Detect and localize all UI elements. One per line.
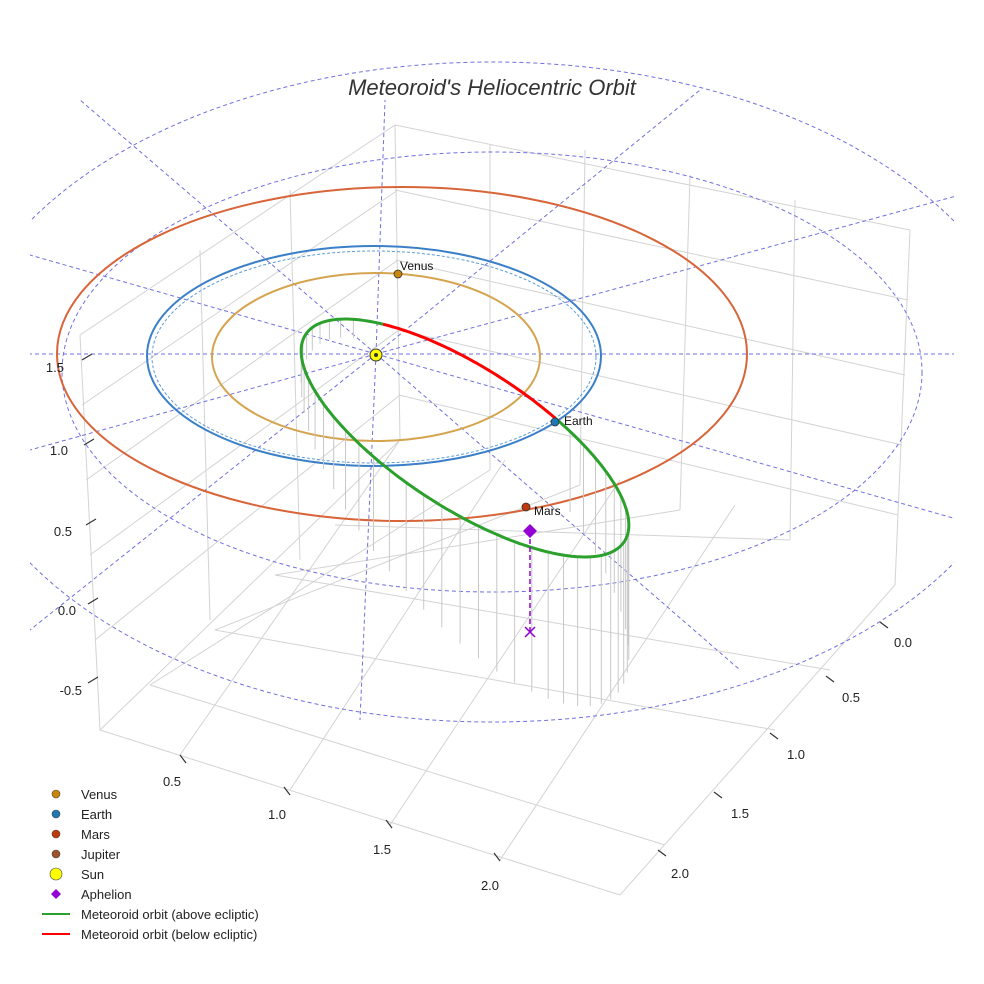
venus-orbit	[211, 272, 541, 442]
legend-label: Mars	[81, 827, 110, 842]
legend-marker	[51, 809, 61, 819]
z-axis-ticks: -0.5 0.0 0.5 1.0 1.5	[46, 360, 82, 698]
planets: Venus Earth Mars	[369, 259, 593, 518]
mars-marker	[521, 502, 531, 512]
mars-label: Mars	[534, 504, 561, 518]
legend-label: Jupiter	[81, 847, 121, 862]
venus-label: Venus	[400, 259, 433, 273]
y-tick-label: 0.5	[842, 690, 860, 705]
x-axis-ticks: 0.5 1.0 1.5 2.0	[163, 774, 499, 893]
axes-grid	[79, 124, 911, 896]
jupiter-orbit-ring-outer	[30, 61, 954, 723]
z-tick-label: 0.0	[58, 603, 76, 618]
meteoroid-orbit-above	[299, 317, 631, 559]
legend-item: Jupiter	[51, 847, 121, 862]
legend-label: Earth	[81, 807, 112, 822]
legend-marker	[51, 789, 61, 799]
legend-label: Sun	[81, 867, 104, 882]
legend-item: Earth	[51, 807, 112, 822]
x-tick-label: 1.0	[268, 807, 286, 822]
aphelion-group	[523, 524, 537, 638]
chart-title: Meteoroid's Heliocentric Orbit	[348, 75, 637, 100]
legend-item: Sun	[49, 867, 104, 882]
drop-lines	[300, 319, 630, 707]
tick-marks	[81, 353, 889, 862]
y-tick-label: 1.0	[787, 747, 805, 762]
legend-marker	[51, 849, 61, 859]
aphelion-marker	[523, 524, 537, 538]
earth-label: Earth	[564, 414, 593, 428]
jupiter-orbit-ring-inner	[61, 151, 923, 593]
earth-marker	[550, 417, 560, 427]
meteoroid-orbit-below	[382, 322, 557, 420]
legend-item: Mars	[51, 827, 110, 842]
y-tick-label: 1.5	[731, 806, 749, 821]
z-tick-label: 1.0	[50, 443, 68, 458]
meteoroid-orbit	[299, 317, 631, 559]
legend-item: Aphelion	[51, 887, 132, 902]
y-tick-label: 2.0	[671, 866, 689, 881]
x-tick-label: 2.0	[481, 878, 499, 893]
venus-marker	[393, 269, 403, 279]
planet-orbits	[56, 186, 748, 522]
x-tick-label: 1.5	[373, 842, 391, 857]
legend: Venus Earth Mars Jupiter Sun Aphelion Meteoroi…	[42, 787, 259, 942]
legend-label: Meteoroid orbit (below ecliptic)	[81, 927, 257, 942]
y-axis-ticks: 0.0 0.5 1.0 1.5 2.0	[671, 635, 912, 881]
legend-label: Meteoroid orbit (above ecliptic)	[81, 907, 259, 922]
legend-item: Venus	[51, 787, 118, 802]
legend-label: Venus	[81, 787, 118, 802]
legend-item: Meteoroid orbit (above ecliptic)	[42, 907, 259, 922]
z-tick-label: 1.5	[46, 360, 64, 375]
sun-core	[374, 353, 378, 357]
legend-marker	[51, 889, 61, 899]
z-tick-label: 0.5	[54, 524, 72, 539]
x-tick-label: 0.5	[163, 774, 181, 789]
aphelion-projection-cross	[524, 626, 536, 638]
z-tick-label: -0.5	[60, 683, 82, 698]
y-tick-label: 0.0	[894, 635, 912, 650]
mars-orbit	[56, 186, 748, 522]
legend-marker	[51, 829, 61, 839]
legend-marker	[49, 867, 63, 881]
jupiter-orbit-guides	[30, 61, 954, 723]
legend-item: Meteoroid orbit (below ecliptic)	[42, 927, 257, 942]
legend-label: Aphelion	[81, 887, 132, 902]
